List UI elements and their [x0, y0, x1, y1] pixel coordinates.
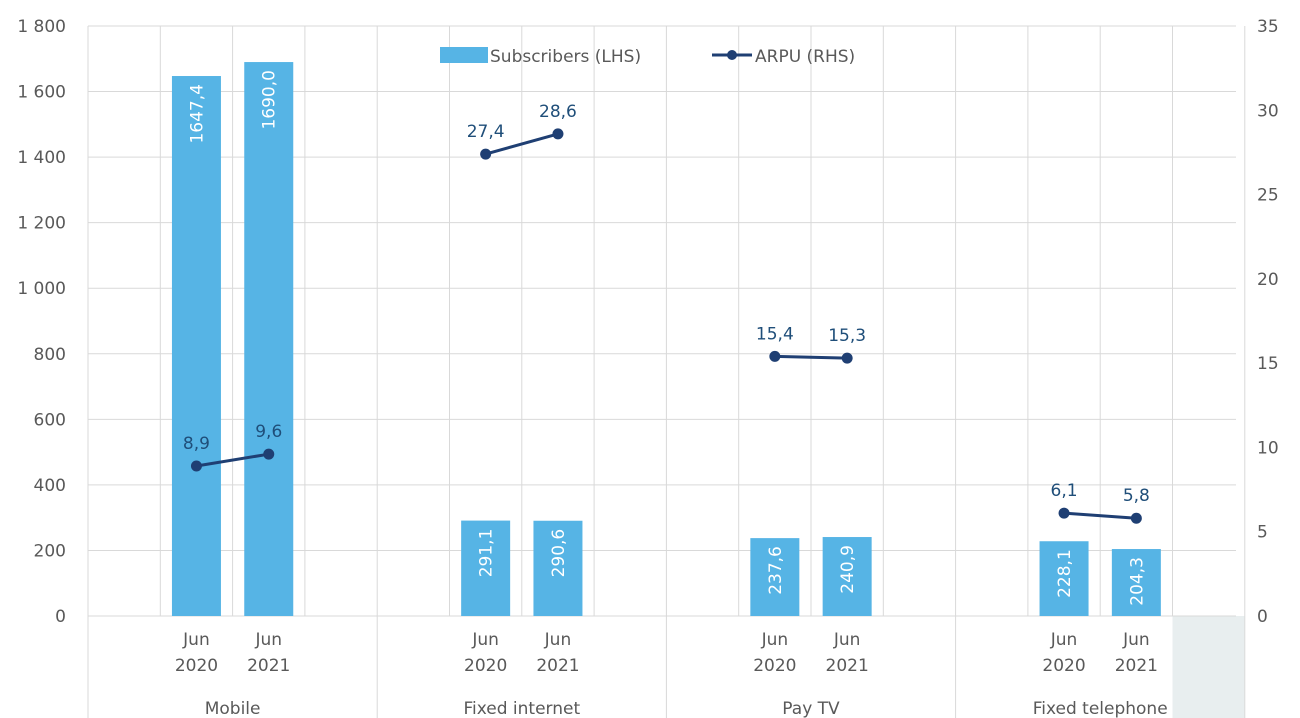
arpu-value-label: 27,4	[467, 122, 505, 142]
arpu-value-label: 15,4	[756, 324, 794, 344]
x-period-label: Jun	[1050, 630, 1078, 650]
arpu-point	[769, 350, 781, 362]
y-left-tick-label: 400	[34, 476, 66, 496]
arpu-lines: 8,9 9,6 27,4 28,6 15,4 15,3 6,1 5,8	[183, 102, 1150, 524]
shaded-column	[1172, 616, 1245, 718]
arpu-point	[1130, 512, 1142, 524]
legend-swatch-subscribers	[440, 47, 488, 63]
x-group-label: Fixed telephone	[1033, 699, 1168, 718]
bar	[1111, 549, 1161, 616]
bar-value-label: 291,1	[477, 529, 497, 578]
bar	[244, 62, 294, 617]
bar-value-label: 204,3	[1127, 557, 1147, 606]
x-period-label: Jun	[471, 630, 499, 650]
x-period-label: Jun	[1122, 630, 1150, 650]
y-left-tick-label: 200	[34, 541, 66, 561]
bars: 1647,4 1690,0 291,1 290,6 237,6 240,9 228,1 204…	[171, 62, 1161, 617]
x-period-label: 2021	[247, 656, 290, 676]
x-group-label: Fixed internet	[463, 699, 580, 718]
legend-label-arpu: ARPU (RHS)	[755, 47, 855, 67]
x-period-label: Jun	[182, 630, 210, 650]
bar-value-label: 240,9	[838, 545, 858, 594]
y-right-tick-label: 15	[1257, 354, 1279, 374]
y-right-tick-label: 35	[1257, 17, 1279, 37]
y-right-tick-label: 30	[1257, 101, 1279, 121]
bar	[750, 538, 800, 616]
legend: Subscribers (LHS) ARPU (RHS)	[440, 47, 855, 67]
y-left-tick-label: 1 800	[17, 17, 66, 37]
arpu-line-segment	[774, 354, 848, 360]
y-right-tick-label: 5	[1257, 523, 1268, 543]
x-period-label: 2021	[536, 656, 579, 676]
y-right-tick-label: 10	[1257, 438, 1279, 458]
arpu-value-label: 5,8	[1123, 486, 1150, 506]
arpu-point	[552, 128, 564, 140]
arpu-value-label: 9,6	[255, 422, 282, 442]
x-period-label: Jun	[544, 630, 572, 650]
arpu-line-segment	[196, 452, 269, 468]
y-left-tick-label: 0	[55, 607, 66, 627]
y-left-tick-label: 800	[34, 345, 66, 365]
arpu-point	[841, 352, 853, 364]
y-left-tick-label: 1 200	[17, 214, 66, 234]
y-right-tick-label: 0	[1257, 607, 1268, 627]
arpu-value-label: 28,6	[539, 102, 577, 122]
arpu-value-label: 8,9	[183, 434, 210, 454]
y-left-tick-label: 1 400	[17, 148, 66, 168]
arpu-line-segment	[485, 132, 559, 156]
y-right-tick-label: 25	[1257, 186, 1279, 206]
x-group-label: Pay TV	[782, 699, 840, 718]
y-left-tick-label: 600	[34, 410, 66, 430]
bar-value-label: 1647,4	[187, 84, 207, 143]
arpu-value-label: 15,3	[828, 326, 866, 346]
bar	[171, 76, 221, 616]
x-period-label: 2020	[1042, 656, 1085, 676]
x-period-label: 2021	[1115, 656, 1158, 676]
x-period-label: 2020	[175, 656, 218, 676]
legend-swatch-arpu-marker	[727, 50, 737, 60]
arpu-value-label: 6,1	[1051, 481, 1078, 501]
bar-value-label: 1690,0	[260, 70, 280, 129]
bar	[461, 520, 511, 616]
y-right-tick-label: 20	[1257, 270, 1279, 290]
legend-label-subscribers: Subscribers (LHS)	[490, 47, 641, 67]
x-period-label: Jun	[833, 630, 861, 650]
arpu-point	[190, 460, 202, 472]
x-period-label: 2020	[753, 656, 796, 676]
x-period-label: 2020	[464, 656, 507, 676]
bar	[533, 520, 583, 616]
x-period-label: Jun	[761, 630, 789, 650]
x-group-label: Mobile	[205, 699, 261, 718]
bar-value-label: 290,6	[549, 529, 569, 578]
arpu-point	[263, 448, 275, 460]
arpu-point	[480, 148, 492, 160]
arpu-point	[1058, 507, 1070, 519]
bar	[1039, 541, 1089, 616]
x-period-label: 2021	[826, 656, 869, 676]
axes: 0 200 400 600 800 1 000 1 200 1 400 1 600 1 800 0 5…	[17, 17, 1278, 718]
arpu-line-segment	[1063, 511, 1137, 520]
x-period-label: Jun	[254, 630, 282, 650]
bar	[822, 537, 872, 616]
y-left-tick-label: 1 600	[17, 83, 66, 103]
y-left-tick-label: 1 000	[17, 279, 66, 299]
bar-value-label: 228,1	[1055, 549, 1075, 598]
bar-value-label: 237,6	[766, 546, 786, 595]
